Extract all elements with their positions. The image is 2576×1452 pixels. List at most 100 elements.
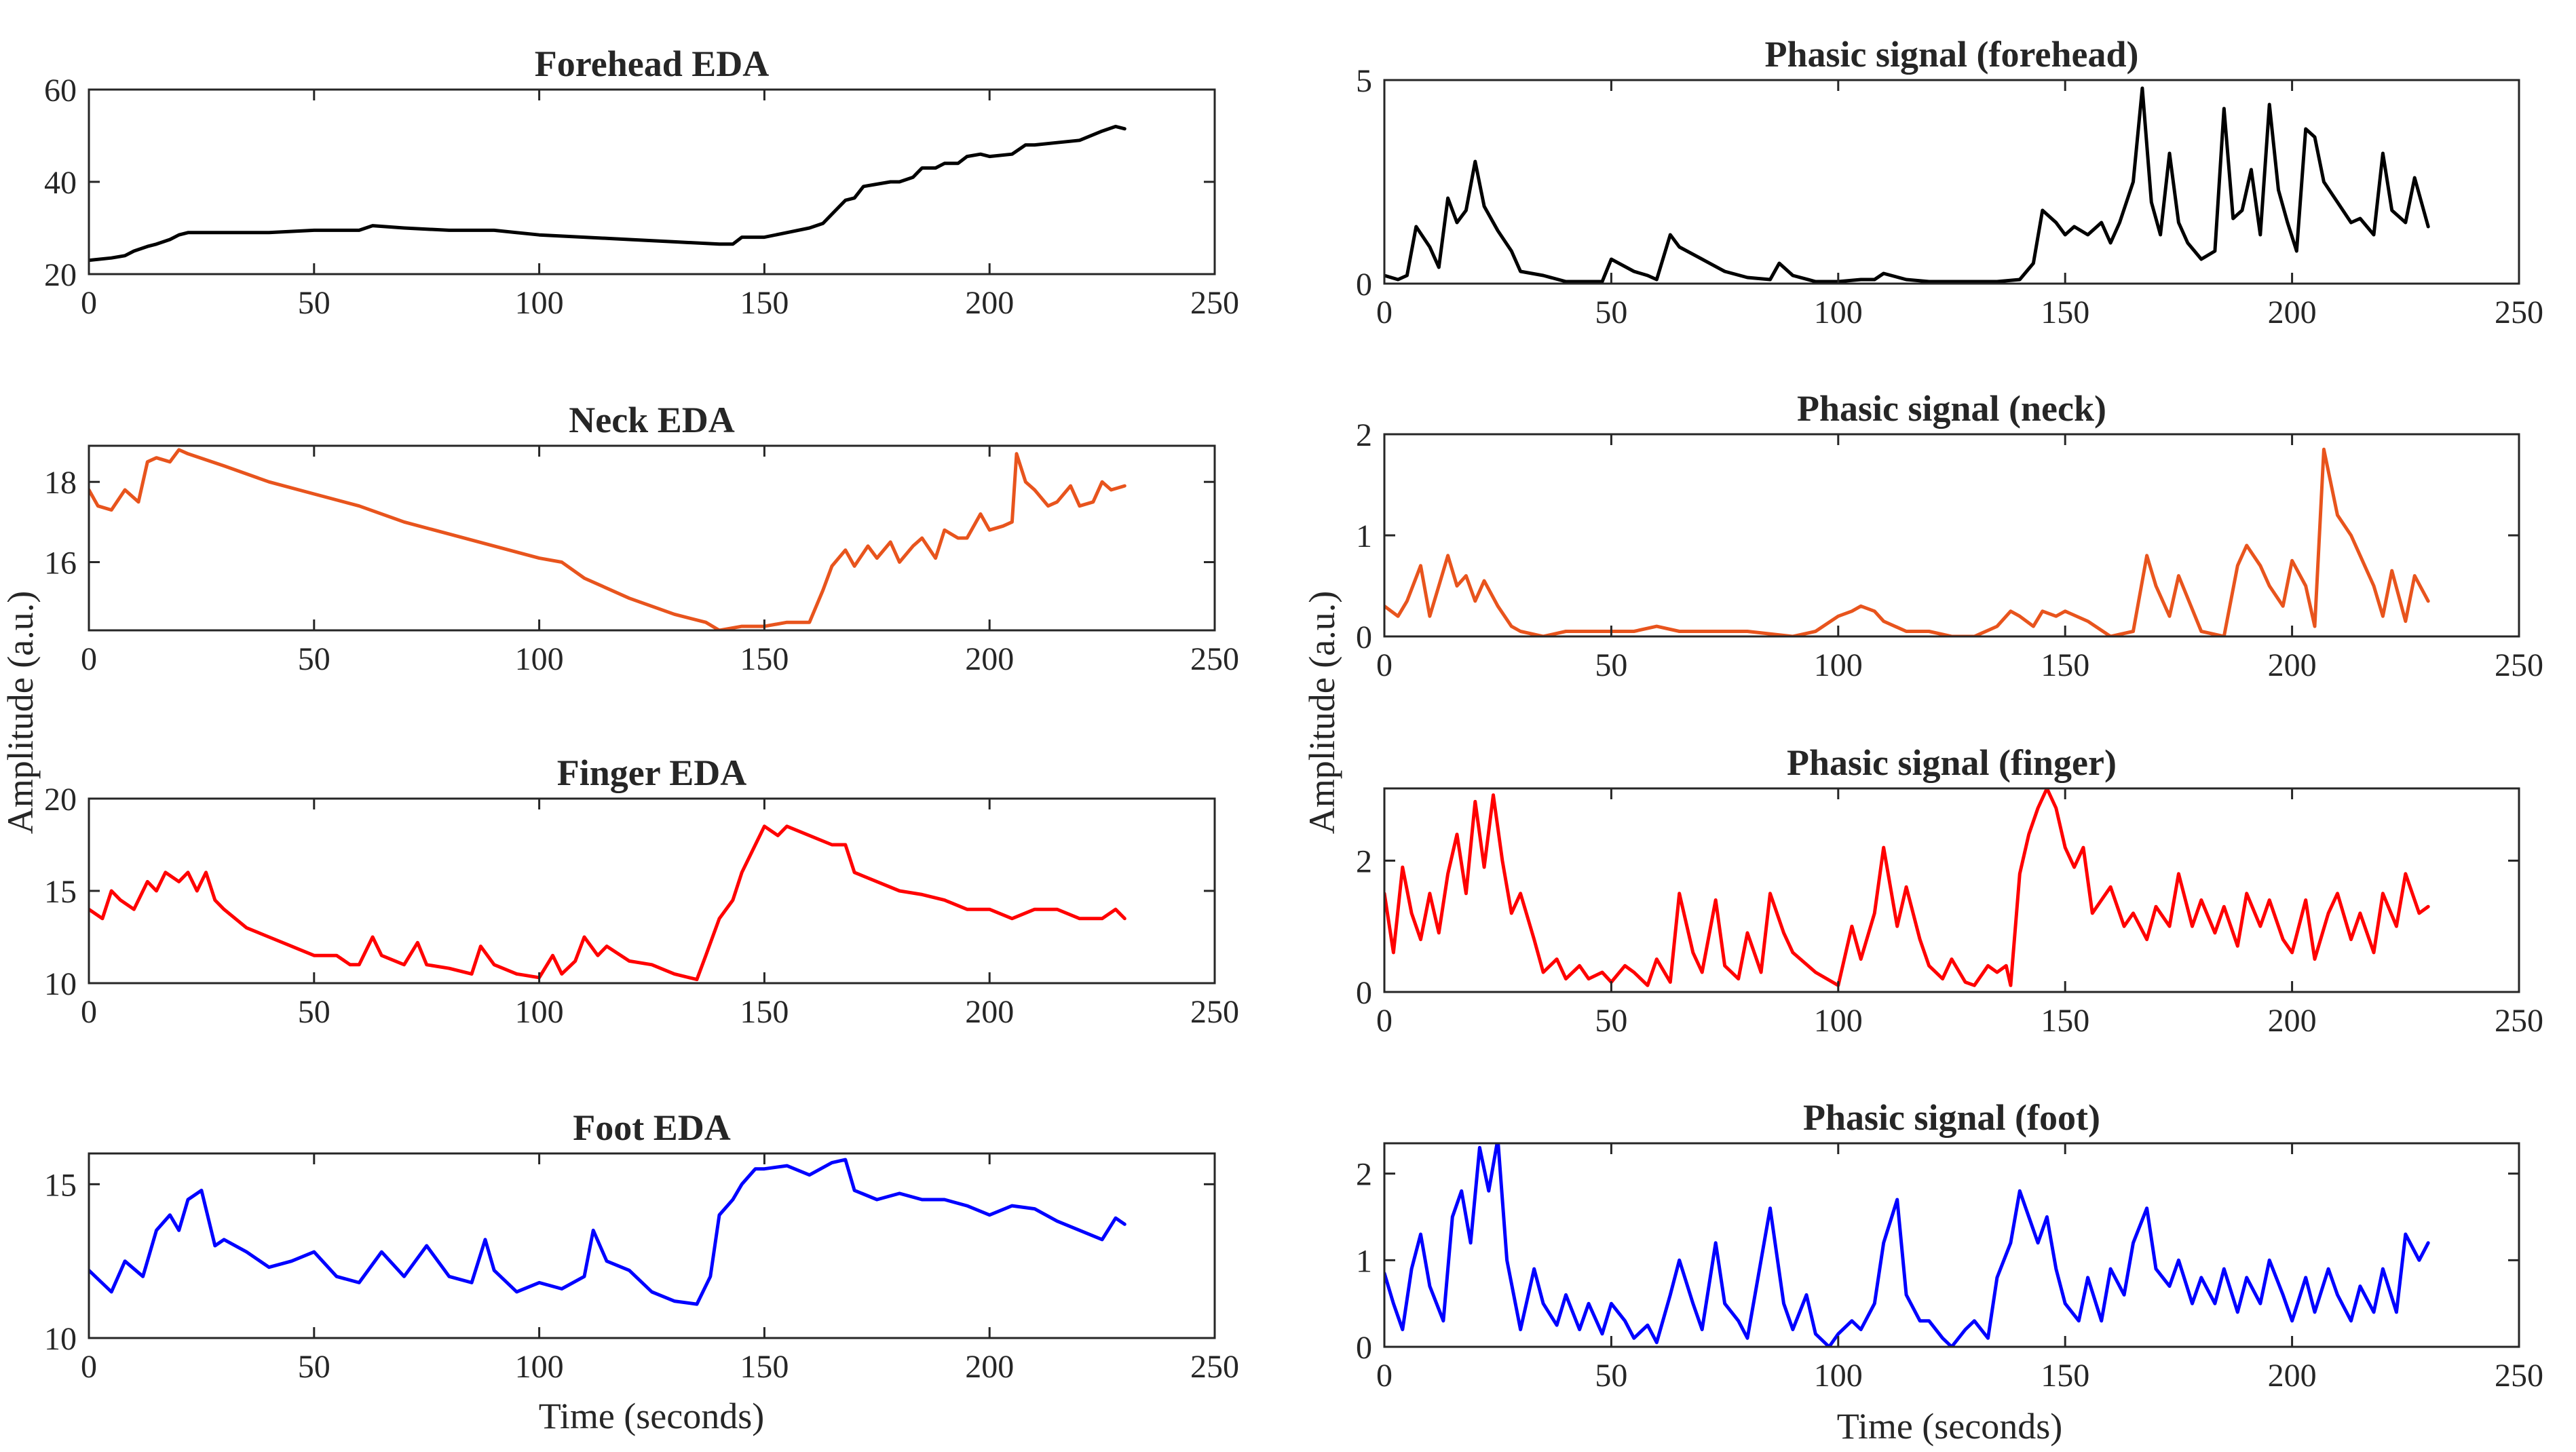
y-tick-label: 60 — [44, 73, 77, 109]
x-tick-label: 50 — [1595, 647, 1627, 683]
chart-title: Phasic signal (forehead) — [1765, 34, 2139, 75]
series-line — [89, 124, 1126, 263]
series-line — [1384, 86, 2430, 284]
chart-title: Foot EDA — [573, 1107, 730, 1148]
chart-title: Phasic signal (finger) — [1787, 742, 2117, 783]
y-tick-label: 0 — [1356, 975, 1372, 1011]
y-tick-label: 1 — [1356, 518, 1372, 554]
series-line — [1384, 1143, 2430, 1347]
axes-box — [88, 797, 1216, 985]
x-tick-label: 0 — [1376, 294, 1393, 330]
series-line — [89, 824, 1126, 982]
chart-title: Forehead EDA — [535, 43, 770, 84]
x-tick-label: 200 — [2268, 1003, 2317, 1039]
chart-title: Neck EDA — [569, 400, 734, 440]
y-tick-label: 2 — [1356, 1157, 1372, 1193]
series-line — [89, 448, 1126, 630]
axes-box — [1383, 787, 2520, 993]
y-tick-label: 5 — [1356, 63, 1372, 99]
y-tick-label: 10 — [44, 966, 77, 1002]
chart-panel-3: 0 50 100 150 200 250 10 15 20 Finger EDA — [44, 752, 1239, 1030]
left-xlabel: Time (seconds) — [539, 1396, 765, 1436]
y-tick-label: 0 — [1356, 1330, 1372, 1366]
axes-box — [1383, 433, 2520, 638]
chart-panel-6: 0 50 100 150 200 250 0 1 2 Phasic signal (neck) — [1356, 388, 2543, 683]
y-tick-label: 1 — [1356, 1243, 1372, 1279]
right-xlabel: Time (seconds) — [1837, 1406, 2063, 1447]
axes-box — [1383, 1142, 2520, 1348]
x-tick-label: 150 — [2041, 647, 2089, 683]
x-tick-label: 150 — [740, 994, 789, 1030]
x-tick-label: 0 — [81, 641, 97, 677]
x-tick-label: 250 — [2495, 294, 2543, 330]
x-tick-label: 250 — [2495, 1358, 2543, 1394]
x-tick-label: 0 — [1376, 1003, 1393, 1039]
left-ylabel: Amplitude (a.u.) — [0, 591, 41, 834]
x-tick-label: 250 — [1190, 641, 1239, 677]
y-tick-label: 15 — [44, 1167, 77, 1203]
x-tick-label: 250 — [1190, 285, 1239, 321]
x-tick-label: 100 — [515, 994, 564, 1030]
x-tick-label: 100 — [1814, 647, 1863, 683]
x-tick-label: 0 — [1376, 647, 1393, 683]
series-line — [89, 1158, 1126, 1306]
y-tick-label: 2 — [1356, 417, 1372, 453]
x-tick-label: 200 — [965, 641, 1014, 677]
y-tick-label: 0 — [1356, 619, 1372, 655]
axes-box — [88, 444, 1216, 632]
chart-panel-4: 0 50 100 150 200 250 10 15 Foot EDA — [44, 1107, 1239, 1385]
x-tick-label: 100 — [1814, 294, 1863, 330]
x-tick-label: 50 — [298, 994, 330, 1030]
axes-box — [88, 1152, 1216, 1339]
y-tick-label: 20 — [44, 782, 77, 818]
x-tick-label: 150 — [2041, 1358, 2089, 1394]
chart-title: Finger EDA — [557, 752, 747, 793]
axes-box — [88, 88, 1216, 275]
series-line — [1384, 447, 2430, 636]
x-tick-label: 50 — [1595, 1003, 1627, 1039]
y-tick-label: 20 — [44, 257, 77, 293]
x-tick-label: 200 — [965, 1349, 1014, 1385]
right-ylabel: Amplitude (a.u.) — [1302, 591, 1342, 834]
x-tick-label: 250 — [2495, 647, 2543, 683]
x-tick-label: 200 — [965, 994, 1014, 1030]
y-tick-label: 10 — [44, 1321, 77, 1357]
y-tick-label: 2 — [1356, 843, 1372, 879]
x-tick-label: 200 — [2268, 294, 2317, 330]
x-tick-label: 50 — [1595, 1358, 1627, 1394]
x-tick-label: 0 — [81, 1349, 97, 1385]
x-tick-label: 200 — [965, 285, 1014, 321]
x-tick-label: 150 — [740, 641, 789, 677]
chart-title: Phasic signal (foot) — [1803, 1097, 2100, 1138]
chart-panel-7: 0 50 100 150 200 250 0 2 Phasic signal (finger) — [1356, 742, 2543, 1039]
axes-box — [1383, 79, 2520, 285]
y-tick-label: 15 — [44, 874, 77, 910]
x-tick-label: 50 — [298, 1349, 330, 1385]
x-tick-label: 50 — [298, 641, 330, 677]
x-tick-label: 150 — [2041, 1003, 2089, 1039]
y-tick-label: 16 — [44, 545, 77, 581]
x-tick-label: 100 — [515, 285, 564, 321]
x-tick-label: 250 — [1190, 1349, 1239, 1385]
y-tick-label: 0 — [1356, 267, 1372, 303]
x-tick-label: 200 — [2268, 647, 2317, 683]
chart-panel-5: 0 50 100 150 200 250 0 5 Phasic signal (forehead… — [1356, 34, 2543, 330]
x-tick-label: 50 — [298, 285, 330, 321]
x-tick-label: 200 — [2268, 1358, 2317, 1394]
x-tick-label: 0 — [81, 994, 97, 1030]
x-tick-label: 250 — [1190, 994, 1239, 1030]
x-tick-label: 250 — [2495, 1003, 2543, 1039]
chart-panel-8: 0 50 100 150 200 250 0 1 2 Phasic signal (foot) — [1356, 1097, 2543, 1394]
y-tick-label: 18 — [44, 465, 77, 501]
series-line — [1384, 788, 2430, 987]
x-tick-label: 150 — [740, 1349, 789, 1385]
x-tick-label: 150 — [740, 285, 789, 321]
x-tick-label: 100 — [515, 641, 564, 677]
chart-panel-2: 0 50 100 150 200 250 16 18 Neck EDA — [44, 400, 1239, 677]
x-tick-label: 100 — [1814, 1003, 1863, 1039]
x-tick-label: 50 — [1595, 294, 1627, 330]
x-tick-label: 100 — [1814, 1358, 1863, 1394]
x-tick-label: 150 — [2041, 294, 2089, 330]
x-tick-label: 0 — [81, 285, 97, 321]
